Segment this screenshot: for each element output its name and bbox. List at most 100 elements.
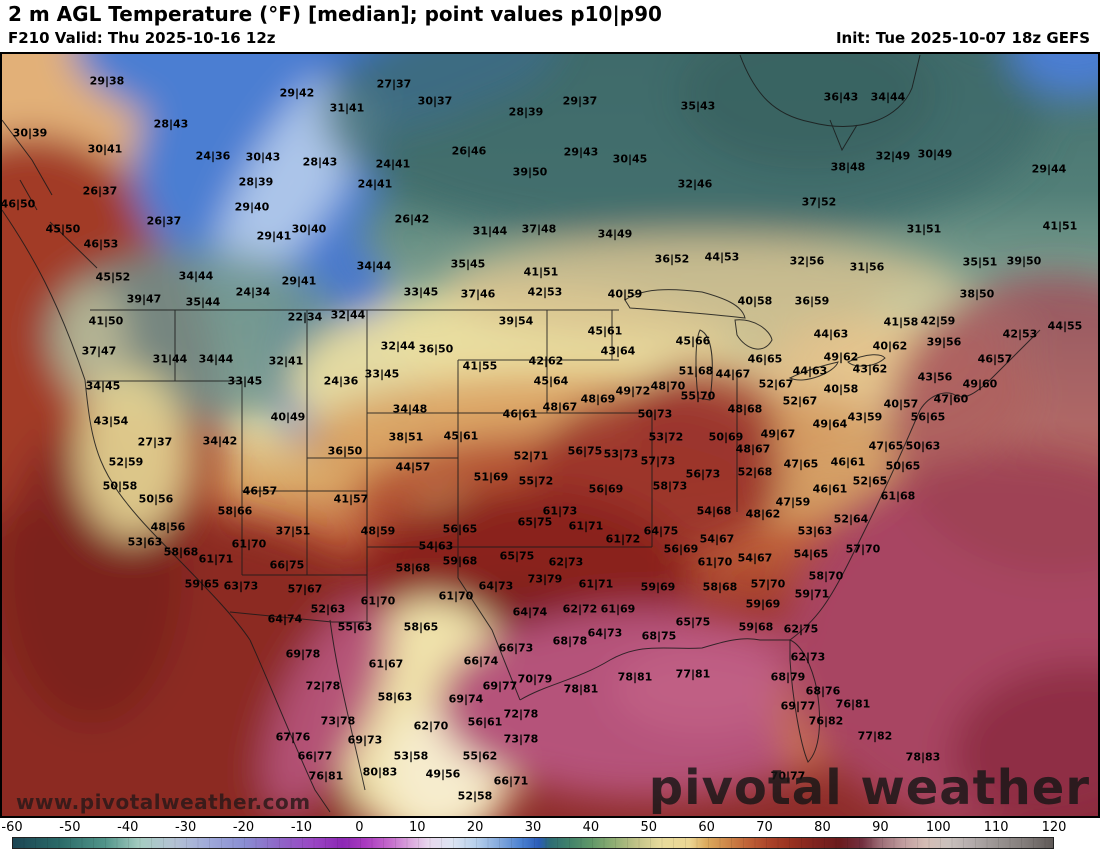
point-value: 61|70 bbox=[360, 594, 396, 608]
point-value: 55|70 bbox=[680, 389, 716, 403]
point-value: 44|55 bbox=[1047, 319, 1083, 333]
point-value: 28|43 bbox=[302, 155, 338, 169]
colorbar bbox=[12, 837, 1054, 849]
point-value: 33|45 bbox=[403, 285, 439, 299]
point-value: 52|67 bbox=[758, 377, 794, 391]
point-value: 42|62 bbox=[528, 354, 564, 368]
point-value: 24|36 bbox=[195, 149, 231, 163]
point-value: 49|64 bbox=[812, 417, 848, 431]
point-value: 59|65 bbox=[184, 577, 220, 591]
point-value: 61|67 bbox=[368, 657, 404, 671]
point-value: 45|52 bbox=[95, 270, 131, 284]
point-value: 37|47 bbox=[81, 344, 117, 358]
point-value: 27|37 bbox=[137, 435, 173, 449]
point-value: 69|77 bbox=[482, 679, 518, 693]
colorbar-tick: -60 bbox=[1, 820, 23, 835]
point-value: 41|57 bbox=[333, 492, 369, 506]
point-value: 30|43 bbox=[245, 150, 281, 164]
colorbar-tick: -50 bbox=[59, 820, 81, 835]
point-value: 27|37 bbox=[376, 77, 412, 91]
point-value: 28|39 bbox=[508, 105, 544, 119]
field-blobs bbox=[2, 54, 1098, 816]
point-value: 62|73 bbox=[790, 650, 826, 664]
point-value: 47|65 bbox=[783, 457, 819, 471]
point-value: 48|56 bbox=[150, 520, 186, 534]
point-value: 58|66 bbox=[217, 504, 253, 518]
point-value: 36|50 bbox=[418, 342, 454, 356]
point-value: 76|82 bbox=[808, 714, 844, 728]
point-value: 49|72 bbox=[615, 384, 651, 398]
point-value: 58|73 bbox=[652, 479, 688, 493]
point-value: 41|50 bbox=[88, 314, 124, 328]
colorbar-tick: 80 bbox=[814, 820, 831, 835]
point-value: 43|59 bbox=[847, 410, 883, 424]
point-value: 34|45 bbox=[85, 379, 121, 393]
point-value: 56|65 bbox=[442, 522, 478, 536]
point-value: 64|73 bbox=[587, 626, 623, 640]
point-value: 26|37 bbox=[82, 184, 118, 198]
point-value: 61|70 bbox=[438, 589, 474, 603]
point-value: 24|41 bbox=[357, 177, 393, 191]
point-value: 46|50 bbox=[0, 197, 36, 211]
point-value: 43|62 bbox=[852, 362, 888, 376]
point-value: 64|74 bbox=[512, 605, 548, 619]
point-value: 61|73 bbox=[542, 504, 578, 518]
point-value: 64|75 bbox=[643, 524, 679, 538]
point-value: 68|79 bbox=[770, 670, 806, 684]
point-value: 34|49 bbox=[597, 227, 633, 241]
point-value: 44|57 bbox=[395, 460, 431, 474]
point-value: 40|62 bbox=[872, 339, 908, 353]
point-value: 54|63 bbox=[418, 539, 454, 553]
point-value: 48|68 bbox=[727, 402, 763, 416]
colorbar-tick: -10 bbox=[290, 820, 313, 835]
point-value: 58|70 bbox=[808, 569, 844, 583]
point-value: 22|34 bbox=[287, 310, 323, 324]
point-value: 67|76 bbox=[275, 730, 311, 744]
point-value: 36|52 bbox=[654, 252, 690, 266]
point-value: 32|44 bbox=[330, 308, 366, 322]
point-value: 55|72 bbox=[518, 474, 554, 488]
colorbar-tick: 110 bbox=[983, 820, 1009, 835]
point-value: 30|41 bbox=[87, 142, 123, 156]
point-value: 46|57 bbox=[242, 484, 278, 498]
colorbar-tick: 10 bbox=[408, 820, 426, 835]
point-value: 58|68 bbox=[702, 580, 738, 594]
point-value: 59|69 bbox=[745, 597, 781, 611]
point-value: 46|61 bbox=[502, 407, 538, 421]
point-value: 42|59 bbox=[920, 314, 956, 328]
point-value: 66|73 bbox=[498, 641, 534, 655]
point-value: 34|44 bbox=[198, 352, 234, 366]
point-value: 72|78 bbox=[503, 707, 539, 721]
point-value: 61|71 bbox=[578, 577, 614, 591]
point-value: 56|75 bbox=[567, 444, 603, 458]
colorbar-tick: 60 bbox=[698, 820, 715, 835]
point-value: 45|64 bbox=[533, 374, 569, 388]
point-value: 48|69 bbox=[580, 392, 616, 406]
point-value: 26|46 bbox=[451, 144, 487, 158]
point-value: 46|61 bbox=[830, 455, 866, 469]
point-value: 50|69 bbox=[708, 430, 744, 444]
point-value: 40|58 bbox=[823, 382, 859, 396]
point-value: 30|39 bbox=[12, 126, 48, 140]
point-value: 34|42 bbox=[202, 434, 238, 448]
point-value: 45|61 bbox=[587, 324, 623, 338]
point-value: 57|73 bbox=[640, 454, 676, 468]
point-value: 45|61 bbox=[443, 429, 479, 443]
point-value: 46|61 bbox=[812, 482, 848, 496]
point-value: 61|70 bbox=[231, 537, 267, 551]
point-value: 47|65 bbox=[868, 439, 904, 453]
point-value: 52|68 bbox=[737, 465, 773, 479]
colorbar-tick: 30 bbox=[524, 820, 542, 835]
point-value: 37|51 bbox=[275, 524, 311, 538]
point-value: 48|67 bbox=[735, 442, 771, 456]
colorbar-tick: 40 bbox=[582, 820, 600, 835]
point-value: 41|51 bbox=[523, 265, 559, 279]
point-value: 50|65 bbox=[885, 459, 921, 473]
point-value: 44|63 bbox=[813, 327, 849, 341]
point-value: 37|52 bbox=[801, 195, 837, 209]
point-value: 32|41 bbox=[268, 354, 304, 368]
point-value: 63|73 bbox=[223, 579, 259, 593]
point-value: 61|71 bbox=[198, 552, 234, 566]
point-value: 61|69 bbox=[600, 602, 636, 616]
point-value: 65|75 bbox=[517, 515, 553, 529]
